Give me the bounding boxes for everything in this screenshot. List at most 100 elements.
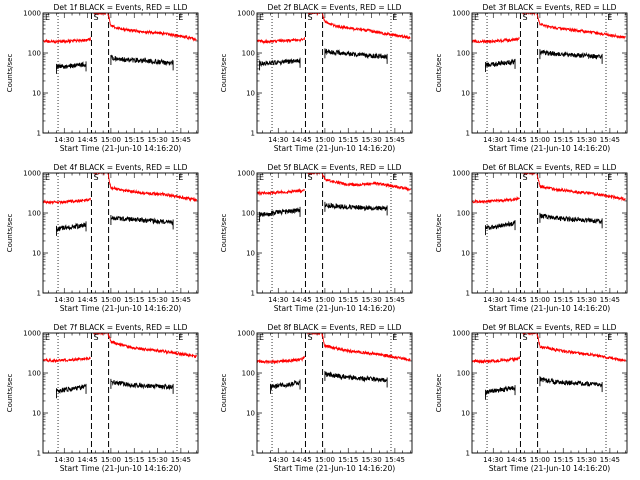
x-tick-label: 15:45 <box>171 296 191 304</box>
x-tick-label: 15:15 <box>338 296 358 304</box>
interval-marker-label: E <box>392 173 397 182</box>
x-tick-label: 15:30 <box>361 296 381 304</box>
x-tick-label: 14:30 <box>483 296 503 304</box>
x-tick-label: 15:30 <box>576 296 596 304</box>
events-series-line <box>56 383 87 394</box>
interval-marker-label: E <box>178 173 183 182</box>
lld-series-line <box>536 333 626 363</box>
events-series-line <box>324 48 388 60</box>
lld-series-line <box>472 195 520 204</box>
chart-title: Det 1f BLACK = Events, RED = LLD <box>54 3 188 12</box>
interval-marker-label: E <box>474 173 479 182</box>
y-tick-label: 1 <box>37 290 41 298</box>
x-axis-label: Start Time (21-Jun-10 14:16:20) <box>60 464 182 473</box>
chart-panel-3: Det 3f BLACK = Events, RED = LLD Counts/s… <box>435 3 628 153</box>
y-axis-label: Counts/sec <box>6 374 14 413</box>
x-tick-label: 14:30 <box>268 296 288 304</box>
x-axis-label: Start Time (21-Jun-10 14:16:20) <box>489 464 611 473</box>
events-series-line <box>259 207 301 217</box>
lld-series-line <box>257 37 306 45</box>
y-tick-label: 1 <box>466 450 470 458</box>
y-tick-label: 100 <box>28 50 41 58</box>
x-tick-label: 15:15 <box>553 456 573 464</box>
y-axis-label: Counts/sec <box>6 54 14 93</box>
x-tick-label: 14:30 <box>54 456 74 464</box>
plot-frame <box>42 332 199 454</box>
x-axis-label: Start Time (21-Jun-10 14:16:20) <box>274 464 396 473</box>
x-tick-label: 15:00 <box>101 136 121 144</box>
y-tick-label: 100 <box>457 210 470 218</box>
x-tick-label: 15:00 <box>315 136 335 144</box>
chart-title: Det 6f BLACK = Events, RED = LLD <box>483 163 617 172</box>
chart-panel-8: Det 8f BLACK = Events, RED = LLD Counts/s… <box>220 323 413 473</box>
lld-series-line <box>321 173 411 192</box>
y-tick-label: 10 <box>461 410 470 418</box>
x-axis-label: Start Time (21-Jun-10 14:16:20) <box>60 144 182 153</box>
plot-frame <box>256 172 413 294</box>
x-tick-label: 14:30 <box>268 136 288 144</box>
lld-series-line <box>321 13 411 40</box>
x-axis-label: Start Time (21-Jun-10 14:16:20) <box>274 144 396 153</box>
x-tick-label: 15:00 <box>530 456 550 464</box>
x-tick-label: 14:45 <box>506 296 526 304</box>
interval-marker-label: E <box>607 13 612 22</box>
y-tick-label: 1000 <box>237 10 255 18</box>
interval-marker-label: S <box>307 13 312 22</box>
x-tick-label: 15:15 <box>124 456 144 464</box>
y-tick-label: 100 <box>457 50 470 58</box>
x-tick-label: 14:45 <box>506 456 526 464</box>
interval-marker-label: E <box>392 13 397 22</box>
x-tick-label: 15:30 <box>147 296 167 304</box>
y-tick-label: 1 <box>466 290 470 298</box>
events-series-line <box>539 213 603 225</box>
chart-title: Det 7f BLACK = Events, RED = LLD <box>54 323 188 332</box>
lld-series-line <box>257 355 306 365</box>
lld-series-line <box>107 13 197 42</box>
interval-marker-label: S <box>522 333 527 342</box>
y-tick-label: 10 <box>246 410 255 418</box>
y-tick-label: 1000 <box>23 10 41 18</box>
x-tick-label: 15:45 <box>385 296 405 304</box>
x-tick-label: 15:45 <box>600 296 620 304</box>
y-tick-label: 1000 <box>237 330 255 338</box>
x-tick-label: 15:30 <box>576 136 596 144</box>
x-tick-label: 14:30 <box>54 296 74 304</box>
x-tick-label: 15:45 <box>385 456 405 464</box>
events-series-line <box>324 371 388 383</box>
interval-marker-label: S <box>307 173 312 182</box>
x-tick-label: 15:00 <box>101 296 121 304</box>
lld-series-line <box>321 333 411 362</box>
chart-title: Det 8f BLACK = Events, RED = LLD <box>268 323 402 332</box>
y-tick-label: 10 <box>461 250 470 258</box>
interval-marker-label: E <box>178 333 183 342</box>
x-tick-label: 15:15 <box>338 136 358 144</box>
y-tick-label: 1 <box>466 130 470 138</box>
lld-series-line <box>472 36 520 45</box>
interval-marker-label: E <box>474 13 479 22</box>
y-tick-label: 1 <box>251 450 255 458</box>
y-tick-label: 1000 <box>237 170 255 178</box>
x-tick-label: 15:00 <box>530 296 550 304</box>
chart-panel-9: Det 9f BLACK = Events, RED = LLD Counts/s… <box>435 323 628 473</box>
plot-frame <box>42 172 199 294</box>
events-series-line <box>56 61 87 70</box>
x-tick-label: 15:45 <box>171 136 191 144</box>
y-axis-label: Counts/sec <box>435 374 443 413</box>
events-series-line <box>110 215 174 226</box>
y-tick-label: 10 <box>32 90 41 98</box>
lld-series-line <box>536 13 626 40</box>
chart-panel-5: Det 5f BLACK = Events, RED = LLD Counts/s… <box>220 163 413 313</box>
x-tick-label: 15:30 <box>576 456 596 464</box>
plot-frame <box>256 332 413 454</box>
events-series-line <box>485 220 516 231</box>
y-tick-label: 1 <box>37 450 41 458</box>
interval-marker-label: E <box>607 333 612 342</box>
y-tick-label: 100 <box>457 370 470 378</box>
chart-title: Det 9f BLACK = Events, RED = LLD <box>483 323 617 332</box>
interval-marker-label: E <box>45 173 50 182</box>
interval-marker-label: E <box>607 173 612 182</box>
interval-marker-label: E <box>392 333 397 342</box>
lld-series-line <box>307 173 321 176</box>
x-tick-label: 15:45 <box>600 136 620 144</box>
